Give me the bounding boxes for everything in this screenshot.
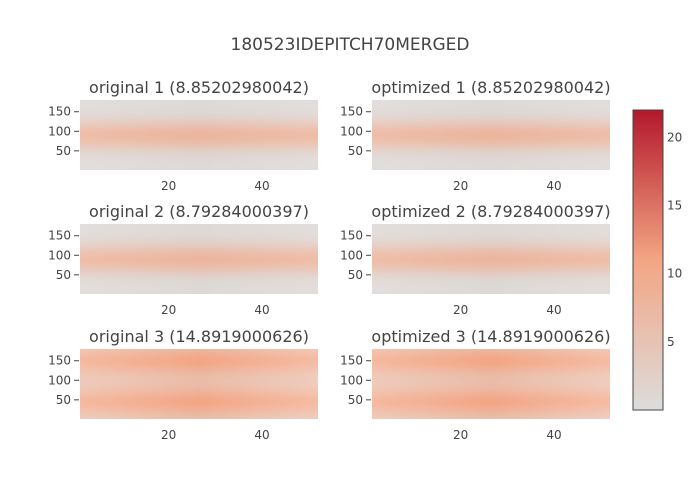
colorbar: 5 10 15 20 [632,109,682,411]
colorbar-tick-label: 10 [667,267,682,281]
subplot-title: optimized 3 (14.8919000626) [371,327,610,346]
y-tick-label: 50 [56,268,71,282]
x-tick-label: 20 [453,428,468,442]
heatmap-shading [372,100,610,170]
x-tick-label: 40 [546,303,561,317]
y-tick-label: 100 [48,124,71,138]
chart-title: 180523IDEPITCH70MERGED [231,35,470,55]
heatmap-shading [80,224,318,294]
heatmap-shading [372,349,610,419]
y-tick-label: 150 [48,354,71,368]
y-tick-label: 50 [56,393,71,407]
y-tick-label: 100 [340,124,363,138]
x-tick-label: 40 [254,179,269,193]
x-tick-label: 20 [453,303,468,317]
heatmap-panel: original 2 (8.79284000397) 50 100 150 20 40 [48,202,318,317]
colorbar-tick-label: 5 [667,335,675,349]
heatmap-panel: optimized 2 (8.79284000397) 50 100 150 20 40 [340,202,610,317]
y-tick-label: 150 [340,354,363,368]
x-tick-label: 40 [546,179,561,193]
x-tick-label: 20 [161,428,176,442]
heatmap-shading [80,349,318,419]
y-tick-label: 50 [348,268,363,282]
y-tick-label: 150 [48,229,71,243]
y-tick-label: 100 [48,373,71,387]
heatmap-panel: optimized 3 (14.8919000626) 50 100 150 20 40 [340,327,610,442]
y-tick-label: 150 [340,229,363,243]
heatmap-shading [80,100,318,170]
heatmap-panel: optimized 1 (8.85202980042) 50 100 150 20 40 [340,78,610,193]
y-tick-label: 50 [56,144,71,158]
subplot-title: original 3 (14.8919000626) [89,327,309,346]
x-tick-label: 20 [161,179,176,193]
x-tick-label: 40 [546,428,561,442]
colorbar-tick-label: 20 [667,130,682,144]
subplot-title: optimized 2 (8.79284000397) [371,202,610,221]
x-tick-label: 40 [254,428,269,442]
subplot-title: original 2 (8.79284000397) [89,202,309,221]
y-tick-label: 150 [340,105,363,119]
x-tick-label: 20 [453,179,468,193]
heatmap-shading [372,224,610,294]
colorbar-tick-label: 15 [667,198,682,212]
y-tick-label: 100 [48,248,71,262]
y-tick-label: 150 [48,105,71,119]
y-tick-label: 50 [348,144,363,158]
colorbar-gradient [632,109,664,411]
y-tick-label: 100 [340,373,363,387]
y-tick-label: 100 [340,248,363,262]
subplot-title: optimized 1 (8.85202980042) [371,78,610,97]
subplot-title: original 1 (8.85202980042) [89,78,309,97]
x-tick-label: 20 [161,303,176,317]
heatmap-panel: original 1 (8.85202980042) 50 100 150 20 40 [48,78,318,193]
x-tick-label: 40 [254,303,269,317]
y-tick-label: 50 [348,393,363,407]
heatmap-panel: original 3 (14.8919000626) 50 100 150 20 40 [48,327,318,442]
